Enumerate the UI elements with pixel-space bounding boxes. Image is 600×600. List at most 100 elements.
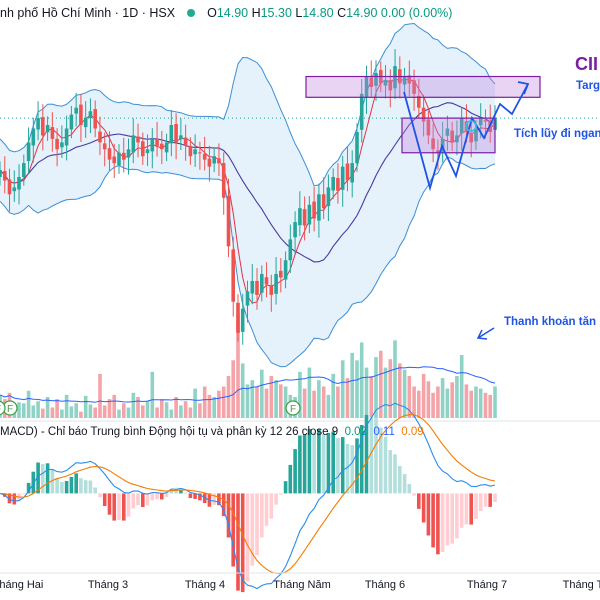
volume-bar	[217, 390, 221, 418]
macd-histogram-bar	[98, 493, 102, 498]
candle-body	[0, 170, 2, 177]
macd-histogram-bar	[169, 489, 174, 494]
candle-body	[359, 93, 364, 130]
candle-body	[17, 177, 21, 190]
candle-body	[36, 118, 40, 130]
macd-histogram-bar	[122, 493, 126, 521]
macd-histogram-bar	[450, 493, 454, 544]
candle-body	[298, 208, 302, 226]
candle-body	[55, 138, 59, 150]
volume-bar	[331, 373, 335, 418]
volume-bar	[36, 401, 40, 418]
volume-ma-line	[0, 366, 496, 403]
volume-bar	[202, 386, 207, 418]
candle-body	[7, 179, 12, 195]
candle-body	[245, 291, 250, 306]
candle-body	[141, 141, 145, 157]
macd-histogram-bar	[379, 427, 383, 494]
macd-histogram-bar	[359, 425, 364, 494]
volume-bar	[131, 392, 136, 418]
volume-bar	[245, 384, 250, 418]
candle-body	[31, 128, 36, 146]
macd-histogram-bar	[383, 436, 388, 494]
macd-histogram-bar	[141, 493, 145, 507]
volume-bar	[98, 373, 102, 418]
candle-body	[22, 163, 26, 177]
candle-body	[155, 138, 159, 146]
event-marker-label: F	[290, 404, 296, 415]
macd-histogram-bar	[117, 493, 121, 520]
macd-histogram-bar	[160, 493, 164, 500]
macd-histogram-bar	[274, 493, 278, 505]
volume-bar	[221, 386, 226, 418]
x-tick-label: Tháng Năm	[273, 579, 331, 591]
change-value: 0.00 (0.00%)	[380, 6, 453, 20]
macd-histogram-bar	[145, 493, 150, 506]
candle-body	[207, 158, 212, 167]
candle-body	[283, 260, 288, 280]
macd-histogram-bar	[107, 493, 112, 515]
volume-bar	[250, 380, 255, 418]
volume-bar	[212, 397, 216, 418]
liquidity-arrowhead	[476, 329, 488, 340]
candle-body	[336, 178, 340, 191]
macd-histogram-bar	[198, 493, 202, 501]
candle-body	[79, 104, 83, 125]
macd-histogram-bar	[426, 493, 431, 536]
candle-body	[250, 281, 255, 294]
candle-body	[160, 143, 164, 150]
macd-histogram-bar	[236, 493, 240, 591]
candle-body	[45, 125, 50, 133]
volume-bar	[355, 360, 359, 419]
candle-body	[474, 128, 478, 142]
macd-histogram-bar	[464, 493, 469, 525]
candle-body	[102, 143, 107, 150]
macd-histogram-bar	[164, 493, 169, 498]
open-value: 14.90	[216, 6, 249, 20]
volume-bar	[321, 386, 326, 418]
macd-histogram-bar	[317, 428, 321, 494]
volume-bar	[183, 401, 188, 418]
macd-histogram-bar	[388, 450, 393, 494]
candle-body	[198, 152, 202, 154]
candle-body	[221, 163, 226, 198]
volume-bar	[350, 352, 354, 418]
accumulation-zone	[401, 117, 496, 154]
macd-histogram-bar	[136, 493, 140, 506]
candle-body	[450, 130, 454, 143]
candle-body	[293, 222, 297, 238]
macd-histogram-bar	[412, 493, 416, 496]
macd-histogram-bar	[131, 493, 136, 509]
candle-body	[117, 152, 121, 166]
candle-body	[383, 80, 388, 86]
candle-body	[150, 138, 155, 152]
macd-histogram-bar	[398, 466, 402, 494]
candle-body	[388, 80, 393, 91]
volume-bar	[126, 407, 131, 418]
macd-histogram-bar	[331, 431, 335, 494]
volume-bar	[145, 401, 150, 418]
volume-bar	[22, 403, 26, 418]
volume-bar	[483, 392, 488, 418]
volume-bar	[307, 367, 312, 418]
volume-bar	[41, 408, 45, 418]
macd-histogram-bar	[221, 493, 226, 517]
candle-body	[369, 77, 374, 87]
macd-histogram-bar	[307, 428, 312, 494]
volume-bar	[369, 376, 374, 418]
volume-bar	[255, 386, 259, 418]
liquidity-annotation: Thanh khoản tăn	[504, 316, 596, 328]
macd-histogram-bar	[336, 438, 340, 494]
volume-bar	[298, 371, 302, 418]
macd-histogram-bar	[26, 482, 31, 494]
volume-bar	[136, 397, 140, 418]
candle-body	[226, 195, 231, 247]
macd-histogram-bar	[102, 493, 107, 506]
macd-histogram-bar	[321, 434, 326, 494]
macd-histogram-bar	[364, 414, 369, 494]
signal-line-value: 0.09	[401, 426, 424, 438]
candle-body	[393, 66, 397, 89]
candle-body	[240, 308, 245, 332]
macd-histogram-bar	[93, 487, 97, 494]
